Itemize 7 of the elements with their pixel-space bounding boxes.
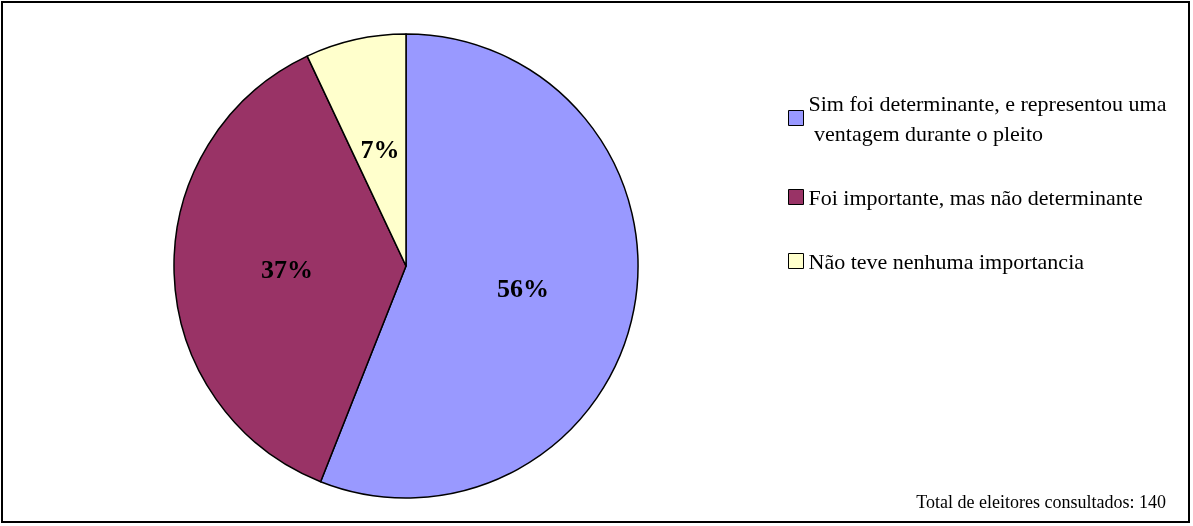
data-label: 56% xyxy=(496,273,549,303)
legend-label: Não teve nenhuma importancia xyxy=(808,248,1085,274)
legend-label: Foi importante, mas não determinante xyxy=(808,184,1143,210)
text: Total de eleitores consultados: 140 xyxy=(916,492,1167,512)
data-label: 37% xyxy=(261,255,314,285)
data-label: 7% xyxy=(360,135,400,165)
legend-label: Sim foi determinante, e representou uma ventagem durante o pleito xyxy=(808,90,1167,146)
